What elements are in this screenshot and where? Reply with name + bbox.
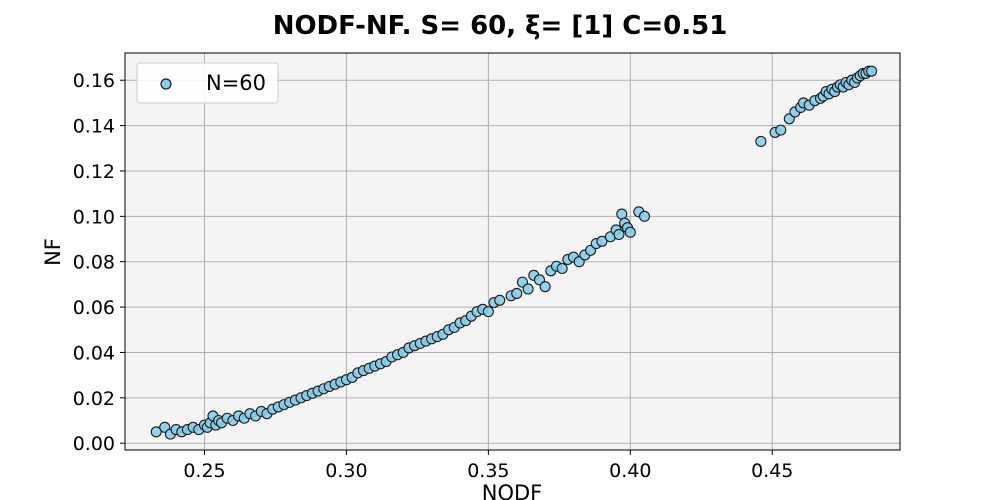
data-point — [150, 426, 162, 438]
y-tick-label: 0.00 — [73, 433, 115, 455]
data-point — [866, 65, 878, 77]
y-tick-label: 0.06 — [73, 297, 115, 319]
legend-label: N=60 — [206, 71, 266, 95]
data-point — [522, 283, 534, 295]
data-point — [596, 235, 608, 247]
y-axis-ticks: 0.00 0.02 0.04 0.06 0.08 0.10 0.12 0.14 0.16 — [73, 70, 125, 455]
plot-frame — [124, 52, 901, 451]
y-tick-label: 0.12 — [73, 161, 115, 183]
x-tick-label: 0.45 — [751, 460, 793, 482]
data-point — [556, 262, 568, 275]
legend-box — [136, 62, 279, 104]
x-axis-ticks: 0.25 0.30 0.35 0.40 0.45 — [183, 450, 793, 482]
y-tick-label: 0.10 — [73, 206, 115, 228]
x-axis-label: NODF — [482, 481, 543, 500]
x-tick-label: 0.40 — [609, 460, 651, 482]
x-tick-label: 0.25 — [183, 460, 225, 482]
data-point — [775, 124, 787, 136]
data-point — [539, 281, 551, 293]
data-point — [494, 294, 506, 306]
data-point — [482, 306, 494, 318]
data-point — [613, 228, 625, 241]
data-point — [511, 287, 523, 300]
y-tick-label: 0.02 — [73, 388, 115, 410]
data-point — [624, 226, 636, 238]
x-tick-label: 0.30 — [325, 460, 367, 482]
legend-marker — [160, 78, 172, 90]
y-tick-label: 0.04 — [73, 342, 115, 364]
grid-lines — [125, 53, 900, 450]
data-point — [616, 208, 628, 220]
chart-title: NODF-NF. S= 60, ξ= [1] C=0.51 — [273, 11, 728, 41]
data-points — [150, 65, 878, 440]
legend: N=60 — [136, 62, 279, 104]
y-axis-label: NF — [41, 238, 65, 266]
data-point — [638, 210, 651, 222]
y-tick-label: 0.16 — [73, 70, 115, 92]
y-tick-label: 0.08 — [73, 252, 115, 274]
x-tick-label: 0.35 — [467, 460, 509, 482]
data-point — [755, 135, 767, 148]
plot-area — [125, 53, 900, 450]
y-tick-label: 0.14 — [73, 116, 115, 138]
